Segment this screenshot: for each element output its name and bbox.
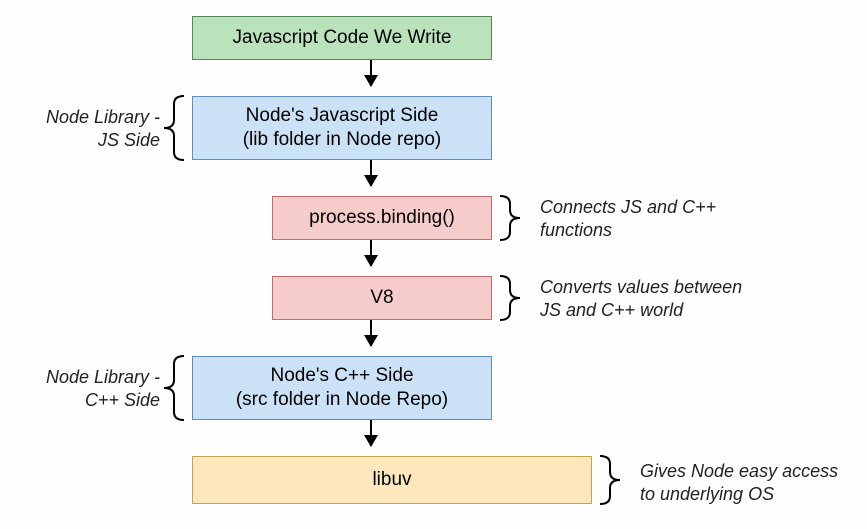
annotation-ann_v8: Converts values betweenJS and C++ world <box>540 276 800 321</box>
arrow-down <box>370 420 372 446</box>
node-label: libuv <box>372 468 411 492</box>
annotation-label: Gives Node easy access <box>640 460 860 483</box>
annotation-label: functions <box>540 219 800 242</box>
annotation-label: C++ Side <box>20 389 160 412</box>
node-node_cpp_side: Node's C++ Side(src folder in Node Repo) <box>192 356 492 420</box>
brace-right-icon <box>500 196 522 240</box>
node-node_js_side: Node's Javascript Side(lib folder in Nod… <box>192 96 492 160</box>
node-label: (lib folder in Node repo) <box>243 128 442 152</box>
brace-left-icon <box>164 96 186 160</box>
node-libuv: libuv <box>192 456 592 504</box>
node-label: (src folder in Node Repo) <box>236 388 448 412</box>
annotation-ann_cpp_side: Node Library -C++ Side <box>20 366 160 411</box>
annotation-ann_js_side: Node Library -JS Side <box>20 106 160 151</box>
node-label: V8 <box>370 286 393 310</box>
node-process_binding: process.binding() <box>272 196 492 240</box>
node-label: process.binding() <box>309 206 455 230</box>
annotation-label: to underlying OS <box>640 483 860 506</box>
node-label: Node's Javascript Side <box>246 104 439 128</box>
annotation-label: Connects JS and C++ <box>540 196 800 219</box>
annotation-label: Converts values between <box>540 276 800 299</box>
arrow-down <box>370 160 372 186</box>
arrow-down <box>370 60 372 86</box>
annotation-label: JS Side <box>20 129 160 152</box>
node-label: Javascript Code We Write <box>233 26 452 50</box>
brace-right-icon <box>500 276 522 320</box>
brace-left-icon <box>164 356 186 420</box>
annotation-label: Node Library - <box>20 106 160 129</box>
annotation-label: Node Library - <box>20 366 160 389</box>
arrow-down <box>370 240 372 266</box>
node-js_code: Javascript Code We Write <box>192 16 492 60</box>
flowchart-canvas: Javascript Code We Write Node's Javascrip… <box>0 0 867 529</box>
annotation-label: JS and C++ world <box>540 299 800 322</box>
node-label: Node's C++ Side <box>270 364 413 388</box>
arrow-down <box>370 320 372 346</box>
node-v8: V8 <box>272 276 492 320</box>
annotation-ann_binding: Connects JS and C++functions <box>540 196 800 241</box>
annotation-ann_libuv: Gives Node easy accessto underlying OS <box>640 460 860 505</box>
brace-right-icon <box>600 456 622 504</box>
